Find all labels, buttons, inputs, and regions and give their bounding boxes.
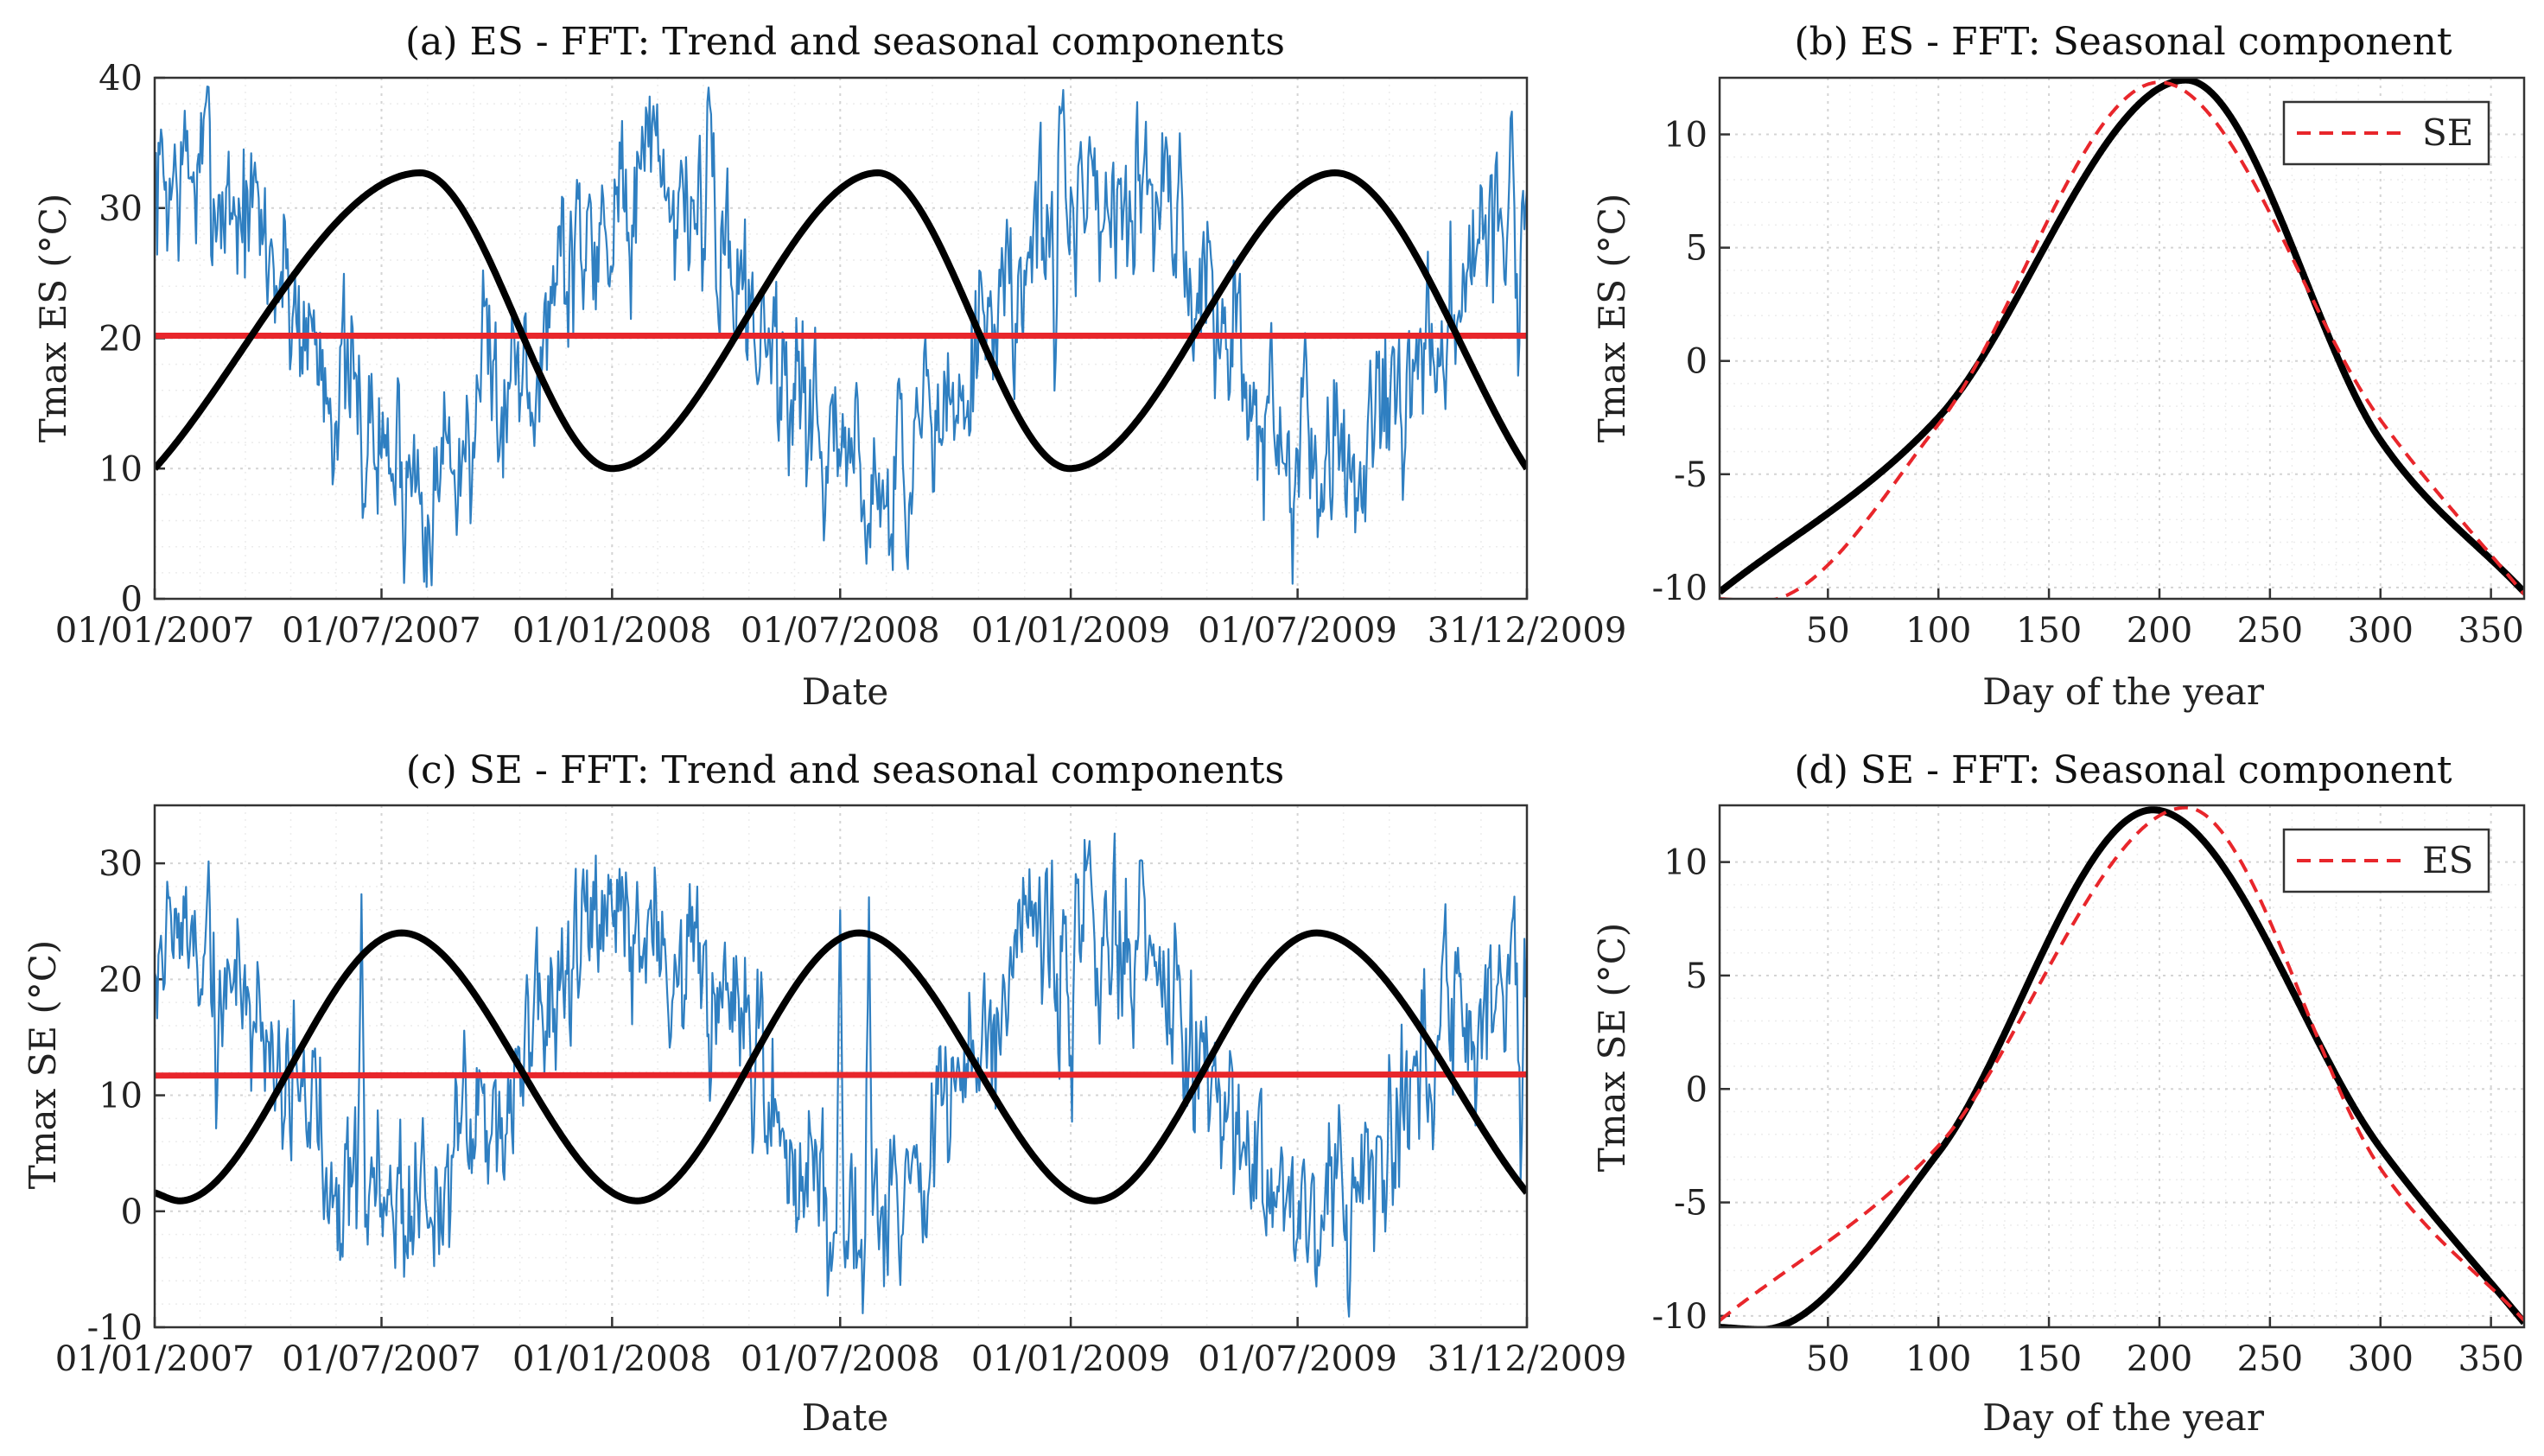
panel-b-ylabel: Tmax ES (°C) <box>1591 194 1633 443</box>
panel-b: (b) ES - FFT: Seasonal component Day of … <box>1591 20 2452 713</box>
panel-d-legend-box <box>2282 828 2490 893</box>
panel-c-observed-line <box>155 832 1527 1318</box>
panel-b-ytick-label: 5 <box>1686 229 1708 269</box>
panel-a-xtick-label: 01/07/2007 <box>282 611 481 651</box>
panel-b-ytick-label: 10 <box>1663 116 1708 156</box>
panel-d-ytick-label: 10 <box>1663 843 1708 883</box>
panel-a-xtick-label: 01/01/2008 <box>512 611 712 651</box>
panel-c-xtick-label: 01/01/2008 <box>512 1339 712 1379</box>
panel-a-frame <box>153 76 1529 601</box>
panel-c-ytick-label: -10 <box>87 1308 143 1348</box>
panel-c-ylabel: Tmax SE (°C) <box>22 940 64 1190</box>
panel-d-ytick-label: -5 <box>1674 1184 1708 1224</box>
panel-c-xtick-label: 01/07/2008 <box>741 1339 940 1379</box>
panel-c-ytick-label: 20 <box>99 960 143 1000</box>
panel-d-xtick-label: 350 <box>2458 1339 2523 1379</box>
panel-b-compare-line <box>1720 80 2524 599</box>
panel-b-legend: SE <box>2282 100 2490 166</box>
panel-d-xtick-label: 50 <box>1806 1339 1850 1379</box>
panel-a-xtick-label: 01/01/2007 <box>55 611 255 651</box>
panel-c-ytick-label: 0 <box>121 1192 143 1232</box>
panel-b-plot: 50 100 150 200 250 300 350 -10 -5 0 5 10 <box>1652 76 2526 651</box>
panel-d-ytick-label: 5 <box>1686 957 1708 996</box>
panel-a-ytick-label: 40 <box>99 59 143 99</box>
panel-d: (d) SE - FFT: Seasonal component Day of … <box>1591 748 2452 1439</box>
panel-a-ylabel: Tmax ES (°C) <box>32 194 74 443</box>
panel-b-series <box>1720 78 2524 599</box>
panel-a-title: (a) ES - FFT: Trend and seasonal compone… <box>405 20 1285 64</box>
panel-a-series <box>155 86 1527 588</box>
panel-c-series <box>155 832 1527 1318</box>
panel-d-xlabel: Day of the year <box>1982 1396 2265 1439</box>
panel-d-xtick-label: 150 <box>2016 1339 2082 1379</box>
panel-c-seasonal-line <box>155 929 1527 1205</box>
panel-b-ytick-label: 0 <box>1686 342 1708 382</box>
panel-a-ytick-label: 20 <box>99 320 143 359</box>
panel-b-ytick-label: -10 <box>1652 569 1708 608</box>
panel-a: (a) ES - FFT: Trend and seasonal compone… <box>32 20 1285 713</box>
panel-b-xlabel: Day of the year <box>1982 671 2265 713</box>
panel-c: (c) SE - FFT: Trend and seasonal compone… <box>22 748 1284 1439</box>
panel-d-xtick-label: 250 <box>2237 1339 2303 1379</box>
panel-b-legend-label: SE <box>2422 111 2473 154</box>
panel-b-frame <box>1718 76 2526 601</box>
panel-c-ytick-label: 30 <box>99 844 143 884</box>
panel-b-main-line <box>1720 78 2524 595</box>
panel-a-xtick-label: 01/01/2009 <box>971 611 1171 651</box>
panel-a-xtick-label: 01/07/2008 <box>741 611 940 651</box>
panel-b-xtick-label: 250 <box>2237 611 2303 651</box>
panel-d-xtick-label: 300 <box>2348 1339 2414 1379</box>
panel-d-frame <box>1718 804 2526 1329</box>
panel-c-title: (c) SE - FFT: Trend and seasonal compone… <box>406 748 1284 792</box>
panel-c-xlabel: Date <box>802 1396 888 1439</box>
panel-a-observed-line <box>155 86 1527 588</box>
panel-d-series <box>1720 805 2524 1327</box>
panel-a-xtick-label: 01/07/2009 <box>1198 611 1397 651</box>
panel-a-ytick-label: 10 <box>99 449 143 489</box>
panel-a-ytick-label: 0 <box>121 580 143 620</box>
panel-c-xtick-label: 01/01/2007 <box>55 1339 255 1379</box>
panel-b-xtick-label: 200 <box>2127 611 2192 651</box>
panel-d-ytick-label: -10 <box>1652 1297 1708 1337</box>
panel-c-trend-line <box>155 1071 1527 1079</box>
panel-b-xtick-label: 150 <box>2016 611 2082 651</box>
panel-c-xtick-label: 01/07/2007 <box>282 1339 481 1379</box>
panel-a-xtick-label: 31/12/2009 <box>1428 611 1627 651</box>
panel-b-xtick-label: 100 <box>1905 611 1971 651</box>
panel-b-xtick-label: 350 <box>2458 611 2523 651</box>
panel-d-title: (d) SE - FFT: Seasonal component <box>1794 748 2452 792</box>
panel-c-frame <box>153 804 1529 1329</box>
panel-b-legend-box <box>2282 100 2490 166</box>
panel-b-minor-grid <box>1720 78 2524 599</box>
panel-b-xtick-label: 50 <box>1806 611 1850 651</box>
panel-d-compare-line <box>1720 805 2524 1322</box>
panel-d-xtick-label: 100 <box>1905 1339 1971 1379</box>
panel-b-xtick-label: 300 <box>2348 611 2414 651</box>
panel-d-minor-grid <box>1720 805 2524 1327</box>
panel-c-xtick-label: 01/01/2009 <box>971 1339 1171 1379</box>
panel-b-title: (b) ES - FFT: Seasonal component <box>1794 20 2452 64</box>
panel-d-xtick-label: 200 <box>2127 1339 2192 1379</box>
panel-c-ytick-label: 10 <box>99 1077 143 1116</box>
panel-a-seasonal-line <box>155 169 1527 473</box>
panel-d-ylabel: Tmax SE (°C) <box>1591 923 1633 1173</box>
panel-a-plot: 01/01/2007 01/07/2007 01/01/2008 01/07/2008… <box>55 59 1627 651</box>
panel-c-xtick-label: 01/07/2009 <box>1198 1339 1397 1379</box>
panel-a-ytick-label: 30 <box>99 189 143 229</box>
panel-c-plot: 01/01/2007 01/07/2007 01/01/2008 01/07/2008… <box>55 804 1627 1379</box>
panel-d-main-line <box>1720 806 2524 1327</box>
panel-d-legend: ES <box>2282 828 2490 893</box>
panel-c-xtick-label: 31/12/2009 <box>1428 1339 1627 1379</box>
panel-a-xlabel: Date <box>802 671 888 713</box>
panel-d-legend-label: ES <box>2422 839 2473 881</box>
panel-d-ytick-label: 0 <box>1686 1070 1708 1109</box>
panel-b-ytick-label: -5 <box>1674 455 1708 495</box>
